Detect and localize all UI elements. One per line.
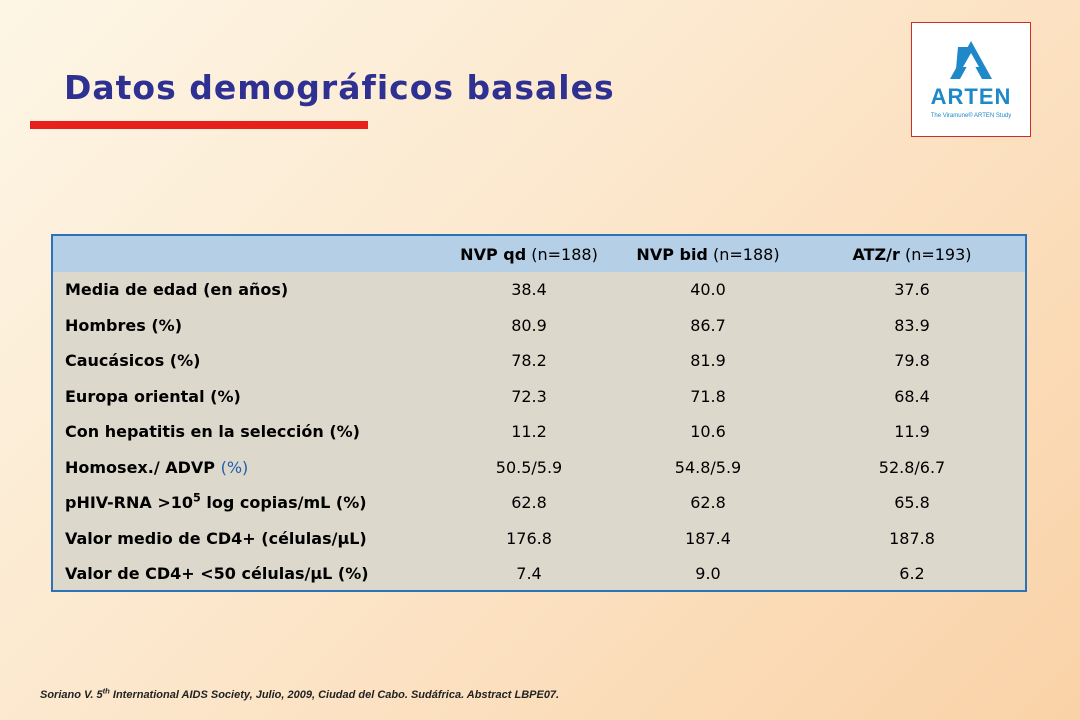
demographics-table: NVP qd (n=188) NVP bid (n=188) ATZ/r (n=… <box>51 234 1027 592</box>
header-atz-r: ATZ/r (n=193) <box>852 244 972 264</box>
table-row: pHIV-RNA >105 log copias/mL (%) 62.8 62.… <box>53 485 1025 521</box>
table-row: Europa oriental (%) 72.3 71.8 68.4 <box>53 379 1025 415</box>
row-label: pHIV-RNA >105 log copias/mL (%) <box>65 491 367 513</box>
cell-nvp-qd: 11.2 <box>511 422 547 442</box>
cell-atz-r: 52.8/6.7 <box>878 457 946 477</box>
table-row: Valor de CD4+ <50 células/µL (%) 7.4 9.0… <box>53 556 1025 592</box>
row-label: Valor medio de CD4+ (células/µL) <box>65 528 367 548</box>
row-label: Valor de CD4+ <50 células/µL (%) <box>65 564 369 584</box>
table-row: Media de edad (en años) 38.4 40.0 37.6 <box>53 272 1025 308</box>
cell-atz-r: 79.8 <box>894 351 930 371</box>
cell-atz-r: 6.2 <box>899 564 925 584</box>
cell-nvp-bid: 187.4 <box>685 528 731 548</box>
cell-nvp-qd: 78.2 <box>511 351 547 371</box>
cell-nvp-bid: 81.9 <box>690 351 726 371</box>
arten-logo: ARTEN The Viramune® ARTEN Study <box>911 22 1031 137</box>
citation: Soriano V. 5th International AIDS Societ… <box>40 686 560 701</box>
table-row: Caucásicos (%) 78.2 81.9 79.8 <box>53 343 1025 379</box>
cell-nvp-bid: 10.6 <box>690 422 726 442</box>
table-row: Con hepatitis en la selección (%) 11.2 1… <box>53 414 1025 450</box>
cell-atz-r: 11.9 <box>894 422 930 442</box>
row-label: Media de edad (en años) <box>65 280 289 300</box>
table-row: Homosex./ ADVP (%) 50.5/5.9 54.8/5.9 52.… <box>53 450 1025 486</box>
header-nvp-qd: NVP qd (n=188) <box>460 244 598 264</box>
cell-nvp-bid: 40.0 <box>690 280 726 300</box>
cell-atz-r: 68.4 <box>894 386 930 406</box>
row-label: Homosex./ ADVP (%) <box>65 457 249 477</box>
cell-atz-r: 65.8 <box>894 493 930 513</box>
cell-nvp-qd: 50.5/5.9 <box>495 457 563 477</box>
row-label: Europa oriental (%) <box>65 386 241 406</box>
row-label: Caucásicos (%) <box>65 351 201 371</box>
row-label: Hombres (%) <box>65 315 182 335</box>
cell-nvp-bid: 62.8 <box>690 493 726 513</box>
row-label: Con hepatitis en la selección (%) <box>65 422 360 442</box>
cell-nvp-qd: 7.4 <box>516 564 542 584</box>
logo-wordmark: ARTEN <box>930 84 1012 109</box>
cell-atz-r: 187.8 <box>889 528 935 548</box>
table-row: Hombres (%) 80.9 86.7 83.9 <box>53 308 1025 344</box>
cell-nvp-bid: 71.8 <box>690 386 726 406</box>
logo-tagline: The Viramune® ARTEN Study <box>930 113 1012 119</box>
cell-nvp-bid: 54.8/5.9 <box>674 457 742 477</box>
header-empty <box>53 236 441 272</box>
cell-nvp-qd: 72.3 <box>511 386 547 406</box>
table-header-row: NVP qd (n=188) NVP bid (n=188) ATZ/r (n=… <box>53 236 1025 272</box>
header-nvp-bid: NVP bid (n=188) <box>636 244 780 264</box>
cell-atz-r: 37.6 <box>894 280 930 300</box>
arten-logo-icon <box>950 41 992 79</box>
title-underline <box>30 121 368 129</box>
table-row: Valor medio de CD4+ (células/µL) 176.8 1… <box>53 521 1025 557</box>
cell-nvp-qd: 62.8 <box>511 493 547 513</box>
page-title: Datos demográficos basales <box>64 68 615 107</box>
cell-nvp-qd: 80.9 <box>511 315 547 335</box>
cell-atz-r: 83.9 <box>894 315 930 335</box>
cell-nvp-qd: 176.8 <box>506 528 552 548</box>
cell-nvp-bid: 86.7 <box>690 315 726 335</box>
cell-nvp-bid: 9.0 <box>695 564 721 584</box>
cell-nvp-qd: 38.4 <box>511 280 547 300</box>
